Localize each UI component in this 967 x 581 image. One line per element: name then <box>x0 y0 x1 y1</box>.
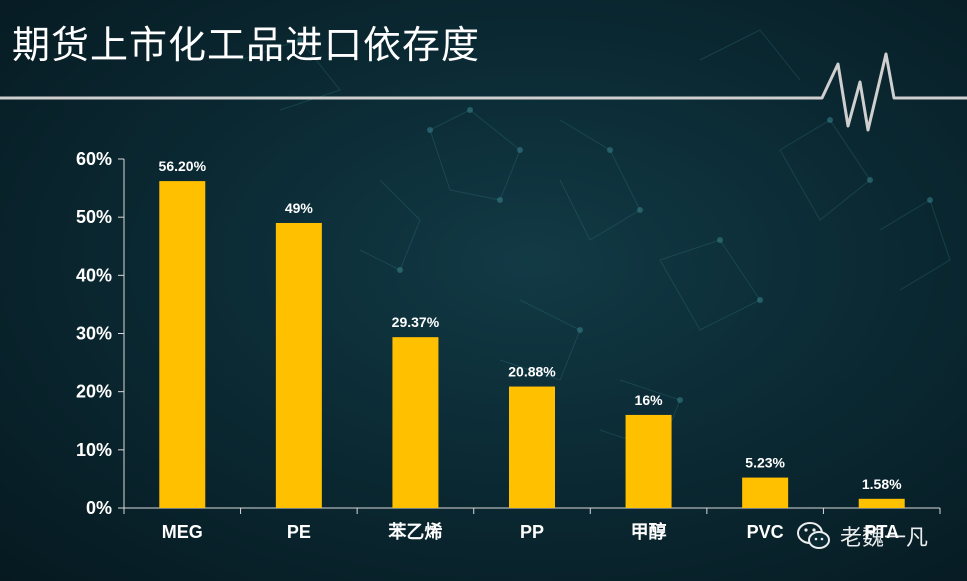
data-label: 56.20% <box>159 158 207 174</box>
bar <box>509 386 555 508</box>
data-label: 16% <box>635 392 664 408</box>
y-tick-label: 20% <box>76 382 112 402</box>
data-label: 20.88% <box>508 364 556 380</box>
bar <box>275 222 322 508</box>
bar <box>858 498 905 508</box>
bar <box>159 181 206 508</box>
watermark-text: 老魏一凡 <box>840 525 929 550</box>
y-tick-label: 0% <box>86 498 112 518</box>
bar <box>392 337 439 508</box>
data-label: 5.23% <box>745 455 785 471</box>
y-tick-label: 40% <box>76 265 112 285</box>
data-label: 49% <box>285 200 314 216</box>
bar <box>742 477 789 508</box>
y-tick-label: 60% <box>76 149 112 169</box>
data-label: 29.37% <box>392 314 440 330</box>
y-tick-label: 30% <box>76 324 112 344</box>
header-pulse-line <box>0 52 967 132</box>
data-label: 1.58% <box>862 476 902 492</box>
wechat-icon <box>797 522 830 549</box>
y-tick-label: 10% <box>76 440 112 460</box>
page-title: 期货上市化工品进口依存度 <box>12 25 481 67</box>
x-tick-label: PP <box>520 522 544 542</box>
x-tick-label: PVC <box>747 522 784 542</box>
x-tick-label: 苯乙烯 <box>387 521 442 542</box>
bar <box>625 414 672 508</box>
x-tick-label: 甲醇 <box>631 521 667 542</box>
y-tick-label: 50% <box>76 207 112 227</box>
x-tick-label: PTA <box>864 522 899 542</box>
x-tick-label: MEG <box>162 522 203 542</box>
watermark: 老魏一凡 <box>796 520 928 552</box>
x-tick-label: PE <box>287 522 311 542</box>
